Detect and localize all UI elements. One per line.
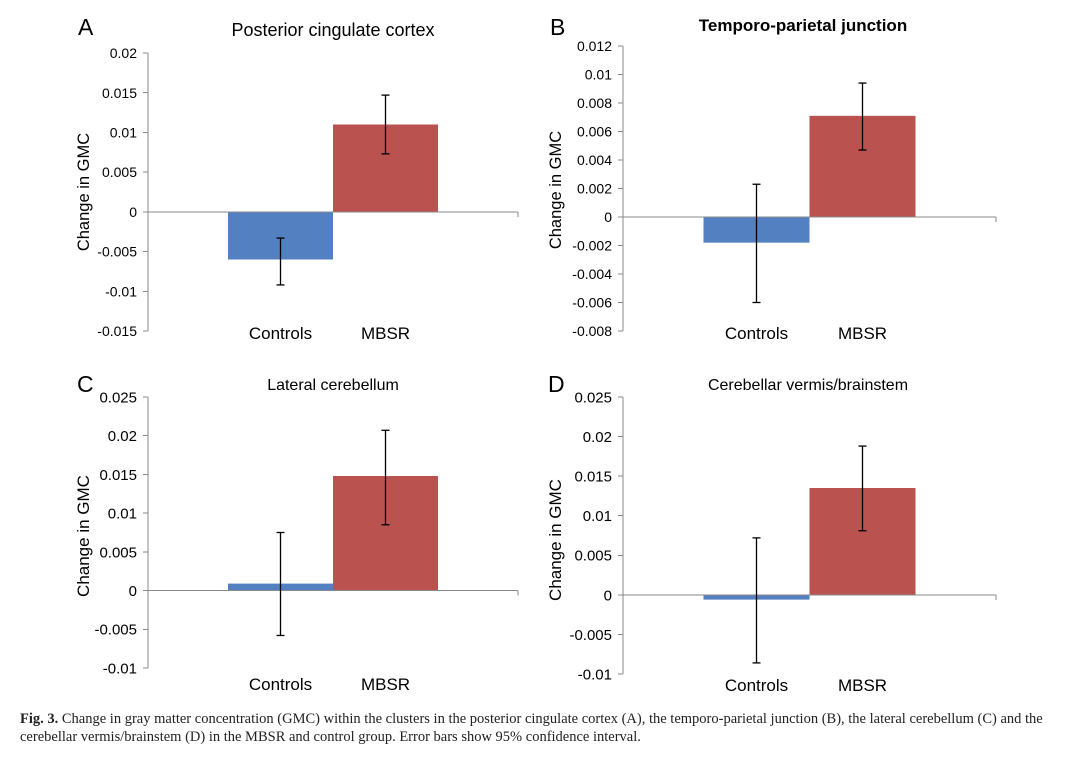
y-axis-label: Change in GMC — [547, 131, 565, 249]
panel-letter: B — [550, 14, 565, 40]
y-tick-label: 0.005 — [102, 164, 137, 180]
y-tick-label: -0.01 — [105, 283, 137, 299]
y-tick-label: 0.02 — [583, 429, 612, 446]
error-bar-mbsr — [381, 94, 390, 155]
chart-panel-d: D Cerebellar vermis/brainstem Change in GM… — [546, 371, 997, 695]
y-tick-label: 0.015 — [99, 467, 137, 484]
y-tick-label: 0.005 — [574, 548, 612, 565]
error-bar-controls — [752, 537, 761, 664]
y-axis-label: Change in GMC — [74, 475, 93, 597]
y-tick-label: -0.015 — [97, 323, 137, 339]
error-bar-mbsr — [858, 445, 867, 532]
chart-panel-c: C Lateral cerebellum Change in GMC 0.025 0.0… — [74, 371, 519, 694]
y-tick-label: -0.005 — [97, 244, 137, 260]
category-label-controls: Controls — [249, 675, 312, 694]
category-label-mbsr: MBSR — [838, 676, 887, 695]
category-label-mbsr: MBSR — [838, 324, 887, 343]
y-tick-label: -0.002 — [572, 238, 612, 254]
y-tick-label: -0.01 — [578, 666, 612, 683]
chart-title: Posterior cingulate cortex — [231, 20, 434, 40]
y-tick-label: 0.025 — [574, 389, 612, 406]
figure-charts: A Posterior cingulate cortex Change in GMC… — [74, 14, 997, 695]
chart-panel-a: A Posterior cingulate cortex Change in GMC… — [75, 14, 519, 343]
y-tick-label: 0.008 — [577, 95, 612, 111]
caption-text: Change in gray matter concentration (GMC… — [20, 711, 1043, 745]
y-tick-label: 0 — [604, 209, 612, 225]
y-tick-label: 0.015 — [574, 469, 612, 486]
y-tick-label: 0 — [129, 583, 137, 600]
y-tick-label: 0.005 — [99, 544, 137, 561]
error-bar-controls — [752, 183, 761, 304]
y-tick-label: 0.015 — [102, 85, 137, 101]
y-tick-label: -0.01 — [103, 660, 137, 677]
error-bar-controls — [276, 531, 285, 637]
panel-letter: D — [548, 371, 565, 397]
y-tick-label: 0.01 — [585, 67, 612, 83]
error-bar-controls — [276, 237, 285, 286]
y-tick-label: 0.002 — [577, 181, 612, 197]
category-label-controls: Controls — [249, 324, 312, 343]
category-label-controls: Controls — [725, 324, 788, 343]
y-axis-label: Change in GMC — [546, 479, 565, 601]
y-tick-label: -0.005 — [569, 627, 612, 644]
chart-title: Lateral cerebellum — [267, 377, 399, 394]
error-bar-mbsr — [381, 429, 390, 526]
category-label-controls: Controls — [725, 676, 788, 695]
y-axis-label: Change in GMC — [75, 133, 93, 251]
y-tick-label: 0.01 — [110, 124, 137, 140]
panel-letter: C — [77, 371, 94, 397]
y-tick-label: 0.02 — [108, 428, 137, 445]
y-tick-label: 0.01 — [108, 506, 137, 523]
y-tick-label: -0.006 — [572, 295, 612, 311]
y-tick-label: 0.02 — [110, 45, 137, 61]
category-label-mbsr: MBSR — [361, 675, 410, 694]
y-tick-label: 0.01 — [583, 508, 612, 525]
y-tick-label: -0.004 — [572, 266, 612, 282]
chart-title: Cerebellar vermis/brainstem — [708, 377, 908, 394]
y-tick-label: 0 — [604, 587, 612, 604]
chart-title: Temporo-parietal junction — [699, 16, 907, 35]
figure-caption: Fig. 3. Change in gray matter concentrat… — [20, 710, 1060, 746]
y-tick-label: -0.005 — [94, 622, 137, 639]
y-tick-label: 0.012 — [577, 38, 612, 54]
y-tick-label: 0.006 — [577, 124, 612, 140]
y-tick-label: 0.025 — [99, 389, 137, 406]
error-bar-mbsr — [858, 82, 867, 151]
caption-label: Fig. 3. — [20, 711, 59, 727]
y-tick-label: 0 — [129, 204, 137, 220]
category-label-mbsr: MBSR — [361, 324, 410, 343]
y-tick-label: 0.004 — [577, 152, 612, 168]
chart-panel-b: B Temporo-parietal junction Change in GMC 0… — [547, 14, 997, 343]
y-tick-label: -0.008 — [572, 323, 612, 339]
panel-letter: A — [78, 14, 94, 40]
